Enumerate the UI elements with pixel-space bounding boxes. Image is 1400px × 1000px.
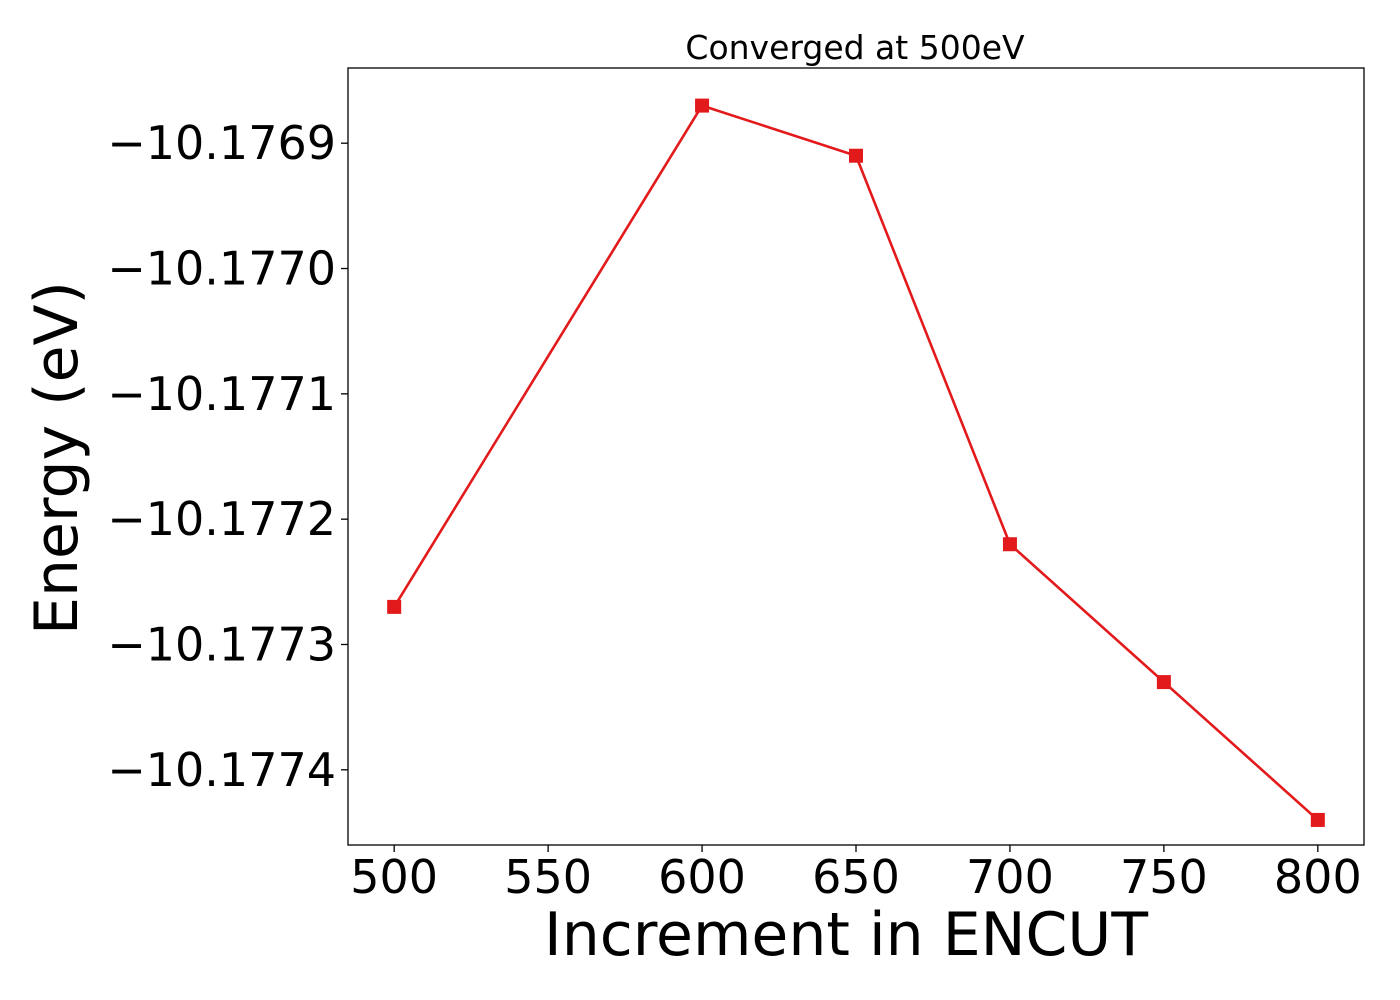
y-tick-label: −10.1772 xyxy=(107,492,336,546)
data-point-marker xyxy=(849,148,863,163)
x-tick-label: 550 xyxy=(504,850,592,904)
data-point-marker xyxy=(1156,675,1171,690)
x-tick-label: 700 xyxy=(966,850,1054,904)
y-axis-ticks: −10.1769 −10.1770 −10.1771 −10.1772 −10.1773… xyxy=(107,116,348,797)
y-tick-label: −10.1769 xyxy=(107,116,336,170)
x-axis-ticks: 500 550 600 650 700 750 800 xyxy=(350,845,1362,904)
y-axis-title: Energy (eV) xyxy=(22,281,92,635)
x-axis-title: Increment in ENCUT xyxy=(544,900,1148,970)
chart-title: Converged at 500eV xyxy=(685,28,1025,67)
data-point-marker xyxy=(1002,537,1017,552)
y-tick-label: −10.1770 xyxy=(107,242,336,296)
plot-area: 500 550 600 650 700 750 800 −10.1769−10.1770−1… xyxy=(107,67,1365,904)
series-line xyxy=(393,104,1319,821)
x-tick-label: 750 xyxy=(1120,850,1208,904)
y-tick-label: −10.1773 xyxy=(107,617,336,671)
x-tick-label: 800 xyxy=(1274,850,1362,904)
y-tick-label: −10.1774 xyxy=(107,743,336,797)
series-layer xyxy=(387,98,1325,827)
data-point-marker xyxy=(695,98,710,113)
plot-frame xyxy=(347,67,1365,846)
data-point-marker xyxy=(387,599,402,614)
data-point-marker xyxy=(1310,812,1325,827)
y-tick-label: −10.1771 xyxy=(107,367,336,421)
x-tick-label: 650 xyxy=(812,850,900,904)
x-tick-label: 600 xyxy=(658,850,746,904)
x-tick-label: 500 xyxy=(350,850,438,904)
